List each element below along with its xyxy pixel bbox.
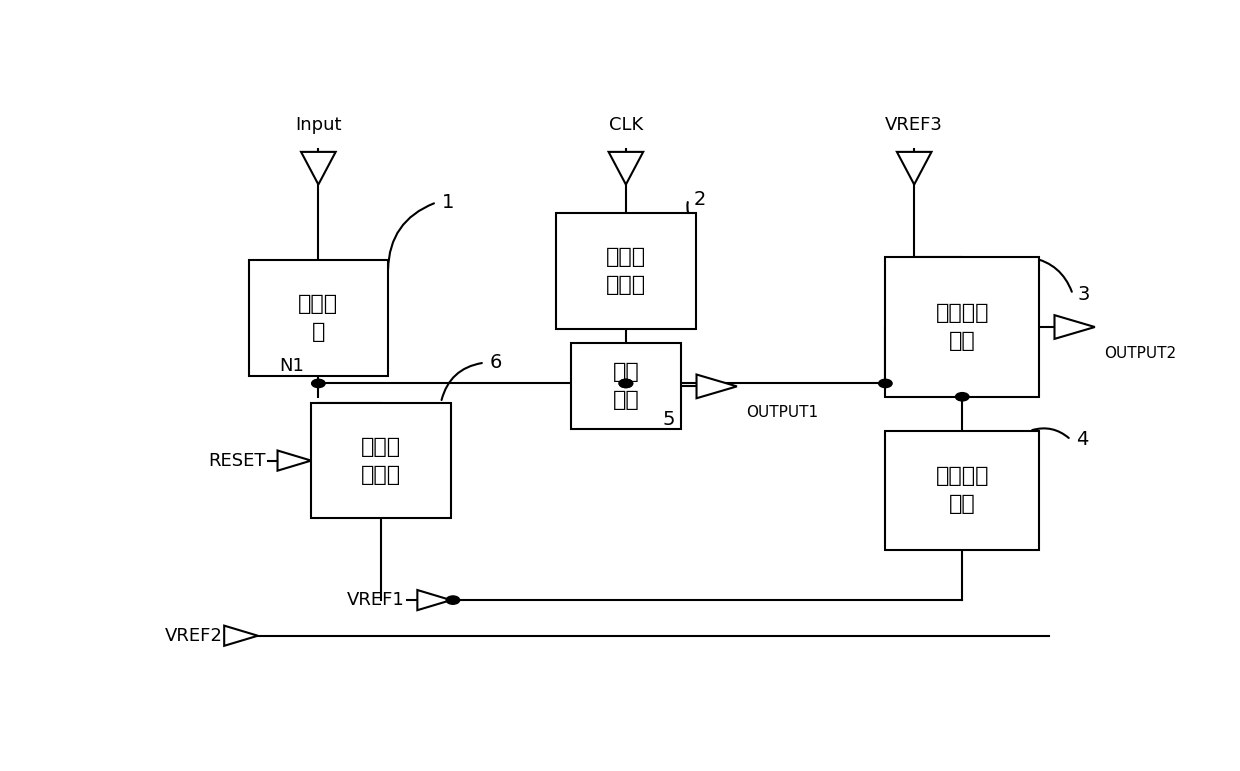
Circle shape: [879, 379, 892, 388]
Bar: [885, 258, 1039, 397]
Polygon shape: [897, 152, 931, 184]
Text: N1: N1: [279, 356, 304, 375]
Polygon shape: [301, 152, 336, 184]
Polygon shape: [418, 590, 451, 610]
Circle shape: [446, 596, 460, 604]
Text: VREF3: VREF3: [885, 116, 944, 134]
Text: OUTPUT1: OUTPUT1: [746, 406, 818, 420]
Text: OUTPUT2: OUTPUT2: [1105, 346, 1177, 361]
Polygon shape: [224, 625, 258, 646]
Text: 5: 5: [662, 409, 675, 429]
Polygon shape: [1054, 315, 1095, 339]
Polygon shape: [278, 450, 311, 470]
Text: 4: 4: [1075, 430, 1087, 449]
Bar: [249, 261, 388, 376]
Text: 节点复
位模块: 节点复 位模块: [361, 436, 401, 485]
Text: 6: 6: [490, 353, 502, 372]
Polygon shape: [609, 152, 644, 184]
Text: Input: Input: [295, 116, 342, 134]
Bar: [311, 402, 450, 518]
Text: VREF2: VREF2: [165, 627, 222, 645]
Text: 1: 1: [441, 193, 454, 212]
Text: 电容
模块: 电容 模块: [613, 362, 640, 410]
Text: 3: 3: [1078, 284, 1090, 304]
Text: 输入模
块: 输入模 块: [299, 294, 339, 342]
Polygon shape: [697, 375, 737, 399]
Text: RESET: RESET: [208, 452, 267, 470]
Circle shape: [619, 379, 632, 388]
Bar: [885, 431, 1039, 550]
Text: 输出复位
模块: 输出复位 模块: [935, 466, 990, 514]
Text: 2: 2: [693, 190, 706, 209]
Text: 第一输
出模块: 第一输 出模块: [606, 247, 646, 295]
Circle shape: [619, 379, 632, 388]
Text: CLK: CLK: [609, 116, 644, 134]
Circle shape: [311, 379, 325, 388]
Bar: [570, 343, 681, 429]
Text: 第二输出
模块: 第二输出 模块: [935, 303, 990, 351]
Text: VREF1: VREF1: [347, 591, 404, 609]
Circle shape: [956, 392, 968, 401]
Bar: [557, 213, 696, 328]
